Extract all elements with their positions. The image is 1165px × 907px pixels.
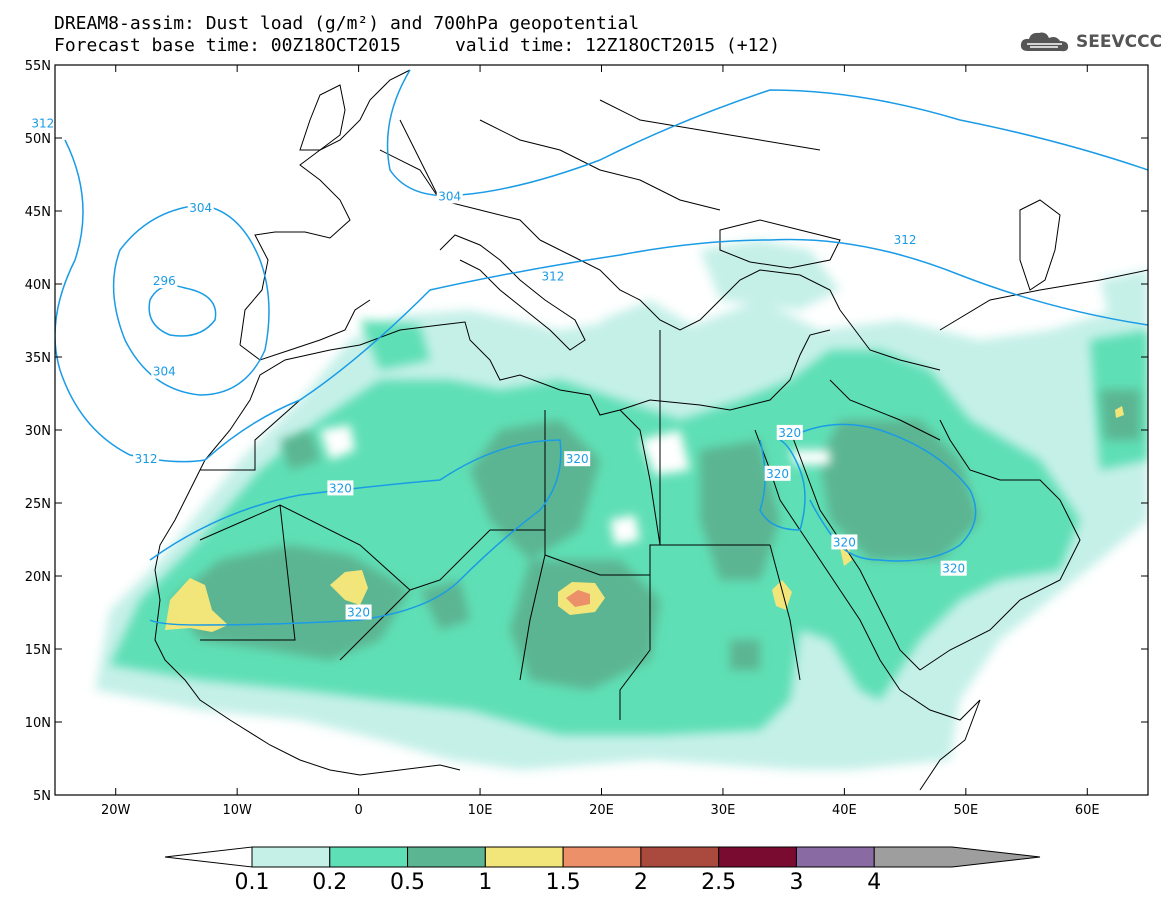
contour-label: 304: [189, 201, 212, 215]
colorbar-label: 0.2: [312, 870, 347, 895]
contour-label: 320: [566, 452, 589, 466]
lon-label: 40E: [832, 803, 857, 818]
contour-label: 320: [329, 481, 352, 495]
contour-label-bg: [764, 465, 791, 481]
dust-max-patch: [566, 590, 590, 607]
colorbar-label: 0.5: [390, 870, 425, 895]
contour-label-bg: [831, 534, 858, 550]
contour-label: 312: [894, 233, 917, 247]
contour-label-bg: [327, 480, 354, 496]
contour-296: [148, 285, 217, 337]
lat-label: 20N: [25, 570, 51, 585]
contour-label: 320: [778, 426, 801, 440]
colorbar-under-arrow: [164, 846, 253, 868]
contour-label: 312: [31, 116, 54, 130]
lat-label: 30N: [25, 424, 51, 439]
lat-label: 10N: [25, 716, 51, 731]
contour-label: 296: [153, 274, 176, 288]
contour-label-bg: [345, 604, 372, 620]
colorbar-label: 1.5: [546, 870, 581, 895]
contour-label-bg: [940, 560, 967, 576]
lat-label: 50N: [25, 132, 51, 147]
lat-label: 5N: [33, 789, 51, 804]
contour-label-bg: [151, 363, 178, 379]
colorbar-segment: [251, 846, 331, 868]
colorbar-label: 2.5: [701, 870, 736, 895]
contour-label-bg: [776, 424, 803, 440]
longitude-labels: 20W 10W 0 10E 20E 30E 40E 50E 60E: [101, 803, 1100, 818]
colorbar-label: 1: [478, 870, 492, 895]
contour-label: 312: [135, 452, 158, 466]
lat-label: 40N: [25, 278, 51, 293]
contour-label-bg: [892, 232, 919, 248]
dust-field: [95, 240, 1148, 770]
lat-label: 45N: [25, 205, 51, 220]
contour-label-bg: [436, 188, 463, 204]
axis-ticks: [55, 64, 1148, 796]
lon-label: 20W: [101, 803, 131, 818]
lon-label: 50E: [953, 803, 978, 818]
contour-label-bg: [539, 268, 566, 284]
contour-label: 312: [541, 270, 564, 284]
seevccc-logo: SEEVCCC: [1018, 28, 1162, 56]
colorbar-segment: [329, 846, 409, 868]
colorbar-segment: [718, 846, 797, 868]
contour-label-bg: [564, 451, 591, 467]
contour-320-redsea: [759, 439, 806, 531]
lat-label: 35N: [25, 351, 51, 366]
lon-label: 60E: [1075, 803, 1100, 818]
colorbar-segment: [640, 846, 720, 868]
colorbar-segment: [562, 846, 642, 868]
colorbar-segment: [873, 846, 1041, 868]
contour-label-bg: [29, 115, 56, 131]
map-subtitle: Forecast base time: 00Z18OCT2015 valid t…: [54, 35, 781, 56]
contour-label: 304: [438, 189, 461, 203]
colorbar-label: 3: [789, 870, 803, 895]
colorbar-label: 2: [634, 870, 648, 895]
contour-label: 320: [942, 562, 965, 576]
colorbar-segment: [484, 846, 564, 868]
contour-label: 320: [347, 606, 370, 620]
contour-320-west: [149, 439, 562, 626]
colorbar-segment: [795, 846, 875, 868]
colorbar-label: 0.1: [235, 870, 270, 895]
contour-label-bg: [151, 273, 178, 289]
lon-label: 20E: [589, 803, 614, 818]
contour-label: 304: [153, 365, 176, 379]
contour-312: [55, 139, 1148, 463]
colorbar-label: 4: [867, 870, 881, 895]
colorbar: 0.1 0.2 0.5 1 1.5 2 2.5 3 4: [164, 846, 1041, 895]
map-title: DREAM8-assim: Dust load (g/m²) and 700hP…: [54, 13, 640, 34]
logo-text: SEEVCCC: [1076, 32, 1163, 52]
colorbar-segment: [407, 846, 486, 868]
lon-label: 10E: [468, 803, 493, 818]
lon-label: 0: [354, 803, 362, 818]
contour-304-west: [112, 204, 270, 396]
lat-label: 15N: [25, 643, 51, 658]
geopotential-contours: [55, 69, 1148, 626]
contour-304-north: [386, 69, 1148, 197]
lat-label: 25N: [25, 497, 51, 512]
latitude-labels: 55N 50N 45N 40N 35N 30N 25N 20N 15N 10N 5N: [25, 59, 51, 804]
lon-label: 30E: [711, 803, 736, 818]
contour-label: 320: [766, 467, 789, 481]
contour-label-bg: [133, 451, 160, 467]
cloud-icon: [1020, 32, 1069, 52]
contour-label-bg: [187, 200, 214, 216]
lat-label: 55N: [25, 59, 51, 74]
contour-labels: 304 296 304 312 312 304 312 312 320 320 320 320 320 3…: [29, 115, 967, 620]
contour-label: 320: [833, 535, 856, 549]
lon-label: 10W: [222, 803, 252, 818]
